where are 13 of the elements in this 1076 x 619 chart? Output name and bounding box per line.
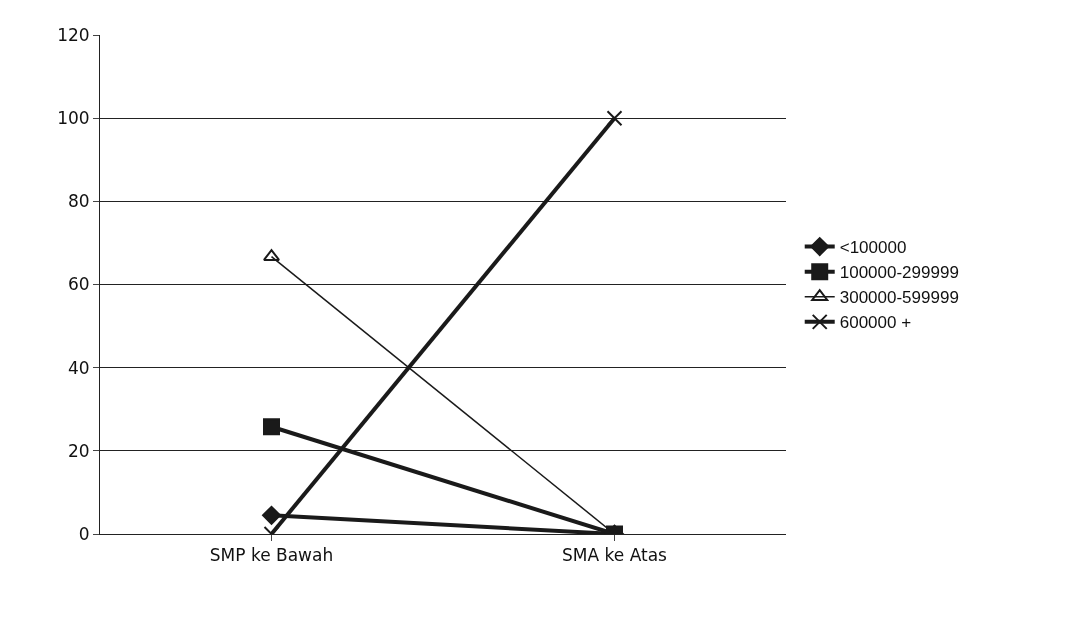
y-tick-label: 80 [67,191,90,212]
x-tick-label: SMP ke Bawah [209,545,334,566]
x-tick-label: SMA ke Atas [562,545,668,566]
legend-label: 300000-599999 [839,288,959,308]
y-tick-label: 100 [57,108,90,129]
legend-label: <100000 [839,238,907,258]
y-tick-label: 120 [57,24,90,45]
legend-label: 600000 + [839,313,912,333]
y-tick-label: 0 [78,523,90,544]
y-tick-label: 60 [67,274,90,295]
y-tick-label: 40 [67,357,90,378]
legend-label: 100000-299999 [839,263,959,283]
y-tick-label: 20 [67,440,90,461]
